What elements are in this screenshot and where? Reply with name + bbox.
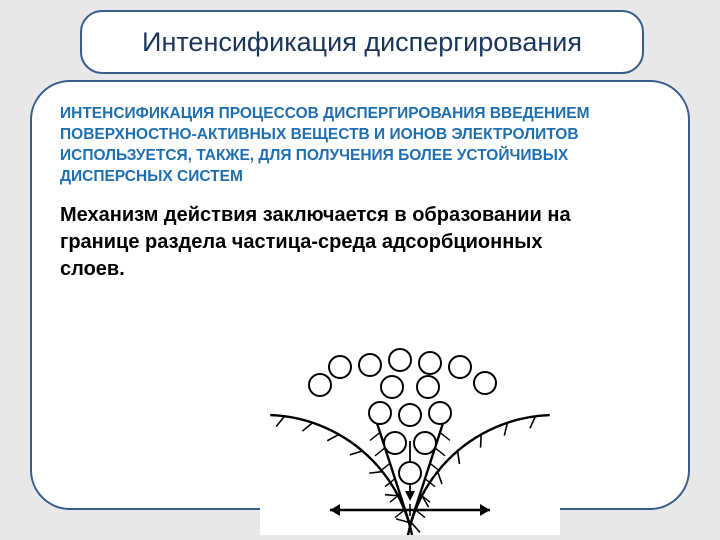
title-box: Интенсификация диспергирования [80,10,644,74]
p2-line-1: Механизм действия заключается в образова… [60,204,571,226]
slide: ИНТЕНСИФИКАЦИЯ ПРОЦЕССОВ ДИСПЕРГИРОВАНИЯ… [0,0,720,540]
title-text: Интенсификация диспергирования [142,27,582,58]
wedge-diagram [260,345,560,535]
p1-line-4: ДИСПЕРСНЫХ СИСТЕМ [60,168,243,185]
body-paragraph-2: Механизм действия заключается в образова… [60,202,660,283]
p1-line-1: ИНТЕНСИФИКАЦИЯ ПРОЦЕССОВ ДИСПЕРГИРОВАНИЯ… [60,105,590,122]
p1-line-3: ИСПОЛЬЗУЕТСЯ, ТАКЖЕ, ДЛЯ ПОЛУЧЕНИЯ БОЛЕЕ… [60,147,568,164]
p2-line-3: слоев. [60,258,125,280]
p2-line-2: границе раздела частица-среда адсорбцион… [60,231,543,253]
p1-line-2: ПОВЕРХНОСТНО-АКТИВНЫХ ВЕЩЕСТВ И ИОНОВ ЭЛ… [60,126,579,143]
body-paragraph-1: ИНТЕНСИФИКАЦИЯ ПРОЦЕССОВ ДИСПЕРГИРОВАНИЯ… [60,104,660,188]
